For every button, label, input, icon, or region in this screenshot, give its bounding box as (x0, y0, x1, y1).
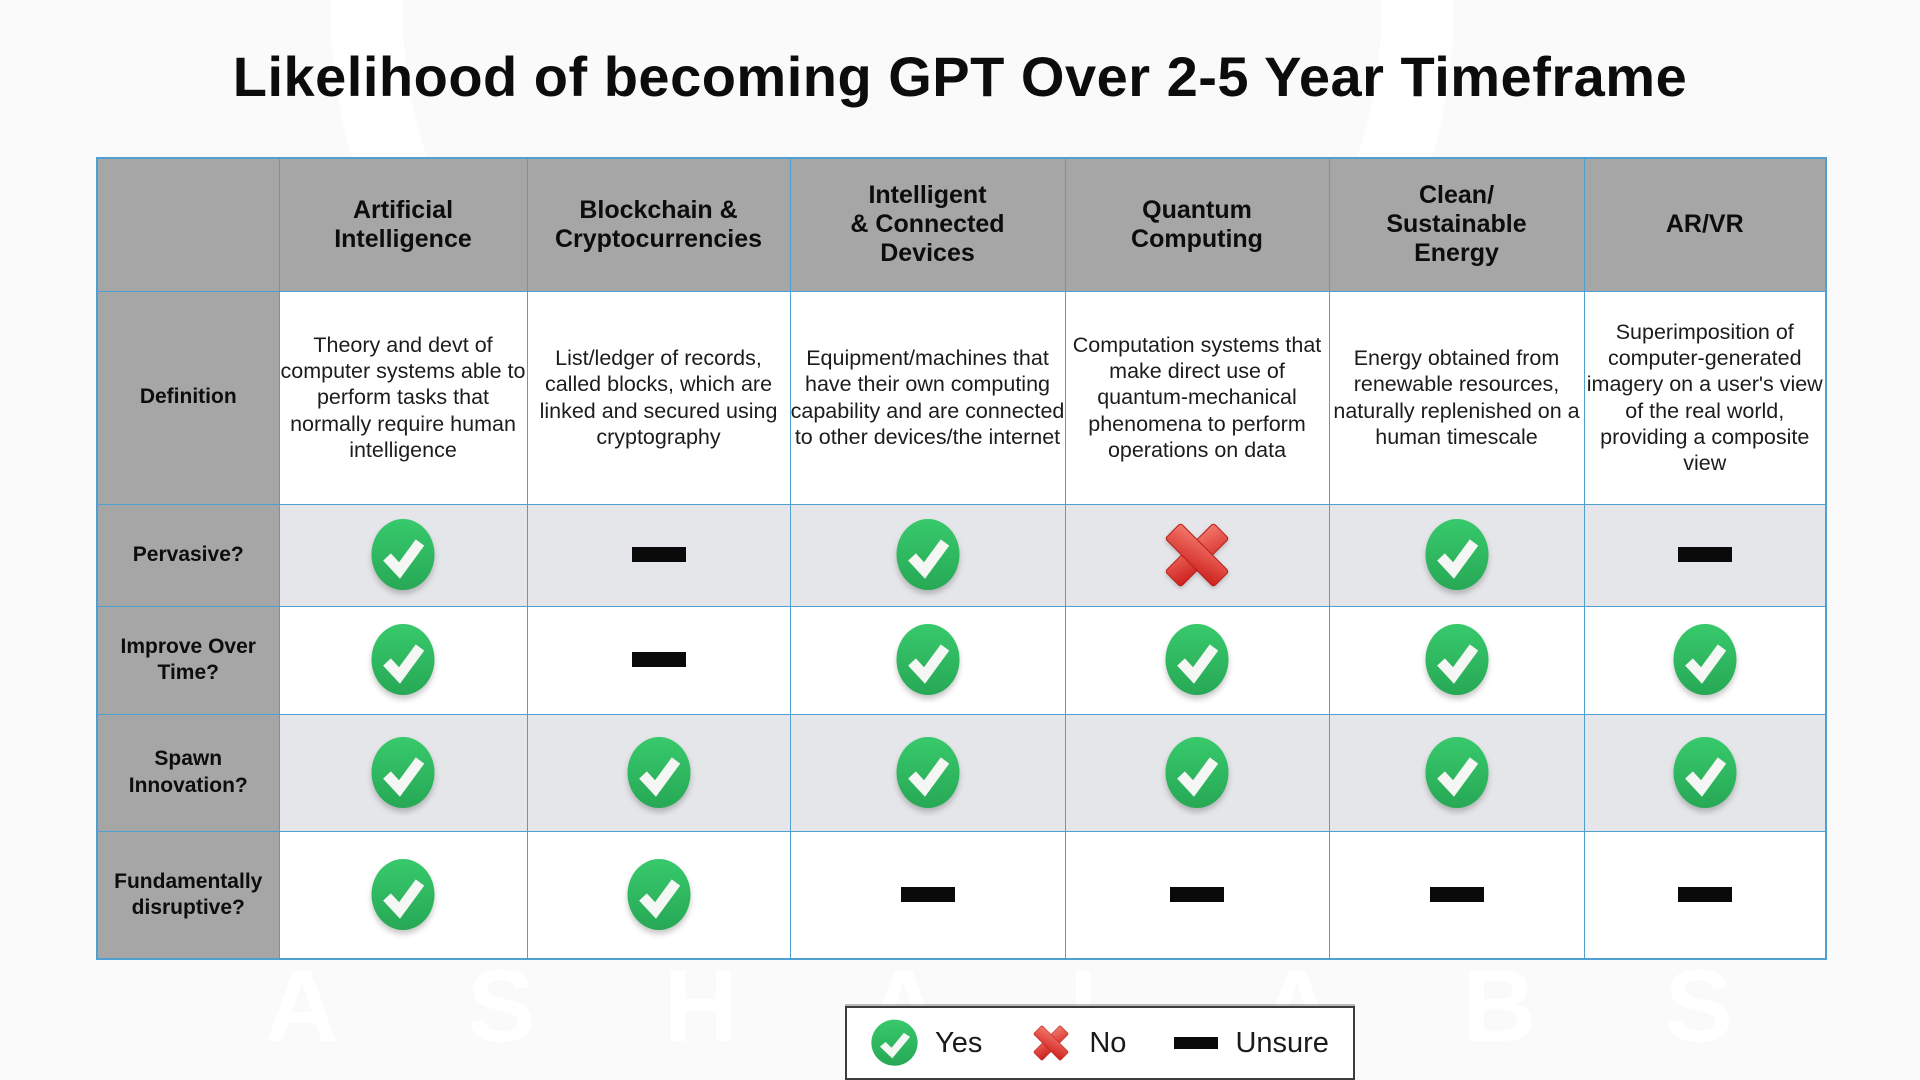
definition-cell-devices: Equipment/machines that have their own c… (789, 290, 1066, 505)
watermark-letter: S (467, 949, 538, 1063)
column-header-clean-sustainable-energy: Clean/ Sustainable Energy (1328, 157, 1585, 292)
unsure-dash-icon (1174, 1037, 1219, 1049)
watermark-letter: H (664, 949, 740, 1063)
yes-check-icon (896, 624, 959, 695)
status-disruptive-devices (789, 830, 1066, 960)
column-header-artificial-intelligence: Artificial Intelligence (278, 157, 528, 292)
yes-check-icon (1425, 736, 1488, 808)
status-improve-ai (278, 605, 528, 715)
status-spawn-ai (278, 713, 528, 832)
yes-check-icon (1165, 624, 1229, 695)
definition-cell-quantum: Computation systems that make direct use… (1064, 290, 1330, 505)
watermark-letter: A (265, 949, 341, 1063)
status-spawn-quantum (1064, 713, 1330, 832)
definition-cell-ai: Theory and devt of computer systems able… (278, 290, 528, 505)
unsure-dash-icon (631, 652, 686, 668)
status-spawn-arvr (1583, 713, 1827, 832)
status-pervasive-arvr (1583, 503, 1827, 607)
status-disruptive-energy (1328, 830, 1585, 960)
definition-cell-arvr: Superimposition of computer-generated im… (1583, 290, 1827, 505)
legend-item-unsure: Unsure (1174, 1027, 1329, 1060)
row-label-definition: Definition (96, 290, 280, 505)
status-disruptive-quantum (1064, 830, 1330, 960)
status-pervasive-quantum (1064, 503, 1330, 607)
status-spawn-blockchain (526, 713, 791, 832)
status-pervasive-blockchain (526, 503, 791, 607)
status-disruptive-blockchain (526, 830, 791, 960)
status-disruptive-arvr (1583, 830, 1827, 960)
column-header-intelligent-connected-devices: Intelligent & Connected Devices (789, 157, 1066, 292)
column-header-quantum-computing: Quantum Computing (1064, 157, 1330, 292)
row-label-improve-over-time: Improve Over Time? (96, 605, 280, 715)
column-header-ar-vr: AR/VR (1583, 157, 1827, 292)
unsure-dash-icon (900, 887, 955, 903)
watermark-letter: B (1462, 949, 1539, 1063)
yes-check-icon (371, 858, 435, 930)
status-improve-energy (1328, 605, 1585, 715)
yes-check-icon (371, 519, 435, 590)
yes-check-icon (871, 1019, 918, 1066)
yes-check-icon (1165, 736, 1229, 808)
status-improve-blockchain (526, 605, 791, 715)
corner-cell (96, 157, 280, 292)
yes-check-icon (627, 858, 690, 930)
yes-check-icon (371, 736, 435, 808)
page-title: Likelihood of becoming GPT Over 2-5 Year… (232, 45, 1688, 108)
watermark-letter: S (1664, 949, 1735, 1063)
status-improve-quantum (1064, 605, 1330, 715)
row-label-spawn-innovation: Spawn Innovation? (96, 713, 280, 832)
legend-item-no: No (1030, 1022, 1126, 1064)
unsure-dash-icon (1170, 887, 1224, 903)
yes-check-icon (1673, 624, 1737, 695)
yes-check-icon (896, 519, 959, 590)
no-cross-icon (1030, 1022, 1072, 1064)
unsure-dash-icon (1677, 887, 1732, 903)
status-pervasive-ai (278, 503, 528, 607)
no-cross-icon (1034, 1025, 1069, 1061)
legend-label-yes: Yes (935, 1026, 983, 1059)
unsure-dash-icon (1429, 887, 1484, 903)
legend-label-unsure: Unsure (1235, 1026, 1329, 1059)
column-header-blockchain-cryptocurrencies: Blockchain & Cryptocurrencies (526, 157, 791, 292)
yes-check-icon (1425, 519, 1488, 590)
yes-check-icon (627, 736, 690, 808)
legend-label-no: No (1089, 1026, 1127, 1059)
legend-item-yes: Yes (871, 1019, 982, 1067)
status-improve-arvr (1583, 605, 1827, 715)
yes-check-icon (871, 1019, 918, 1067)
gpt-likelihood-table: Artificial Intelligence Blockchain & Cry… (96, 157, 1827, 960)
status-pervasive-energy (1328, 503, 1585, 607)
yes-check-icon (371, 624, 435, 695)
definition-cell-energy: Energy obtained from renewable resources… (1328, 290, 1585, 505)
status-pervasive-devices (789, 503, 1066, 607)
legend: Yes No Unsure (845, 1006, 1355, 1080)
row-label-fundamentally-disruptive: Fundamentally disruptive? (96, 830, 280, 960)
row-label-pervasive: Pervasive? (96, 503, 280, 607)
definition-cell-blockchain: List/ledger of records, called blocks, w… (526, 290, 791, 505)
yes-check-icon (1425, 624, 1488, 695)
status-improve-devices (789, 605, 1066, 715)
status-spawn-devices (789, 713, 1066, 832)
no-cross-icon (1165, 523, 1229, 587)
status-spawn-energy (1328, 713, 1585, 832)
unsure-dash-icon (1677, 547, 1732, 563)
yes-check-icon (896, 736, 959, 808)
unsure-dash-icon (631, 547, 686, 563)
yes-check-icon (1673, 736, 1737, 808)
status-disruptive-ai (278, 830, 528, 960)
unsure-dash-icon (1174, 1037, 1219, 1049)
